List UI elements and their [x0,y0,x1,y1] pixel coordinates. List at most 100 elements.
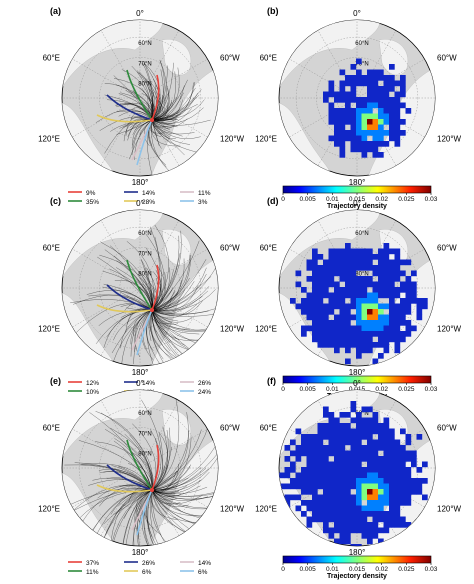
density-cell [361,124,368,131]
density-cell [394,265,401,271]
density-cell [339,292,346,299]
density-cell [306,309,313,315]
density-cell [372,309,379,315]
density-cell [394,113,401,120]
density-cell [389,97,395,103]
density-cell [312,309,318,315]
density-cell [394,456,401,462]
density-cell [350,119,357,125]
density-cell [356,97,362,103]
density-cell [339,500,346,506]
lon-label-right-f: 60°W [437,424,457,433]
trajectory-line [103,283,153,311]
trajectory-line [151,273,207,311]
cluster-mean-path [96,114,153,123]
trajectory-line [143,62,161,121]
density-cell [367,331,373,337]
density-cell [389,320,395,326]
density-cell [361,483,368,490]
density-cell [416,489,423,495]
density-cell [405,303,412,310]
panel-label-b: (b) [267,6,279,16]
density-cell [317,434,324,440]
trajectory-line [130,309,153,357]
density-cell [284,483,291,490]
density-cell [328,80,335,87]
density-cell [389,119,395,125]
density-cell [400,303,406,310]
lon-label-lower-right-c: 120°W [220,325,245,334]
trajectory-line [73,303,153,336]
density-cell [372,80,379,87]
density-cell [328,500,335,506]
trajectory-line [151,309,218,332]
density-cell [339,461,346,468]
density-cell [317,287,324,293]
density-cell [339,287,346,293]
density-cell [378,320,384,326]
density-cell [372,135,379,142]
density-cell [372,75,379,81]
density-cell [378,494,384,501]
density-cell [317,461,324,468]
density-cell [367,456,373,462]
density-cell [328,331,335,337]
density-cell [389,80,395,87]
density-cell [345,478,351,484]
density-cell [345,527,351,534]
colorbar-tick-label: 0.005 [300,386,317,393]
density-cell [378,281,384,288]
density-cell [312,450,318,457]
density-cell [389,489,395,495]
density-cell [350,292,357,299]
density-cell [328,445,335,451]
density-cell [394,270,401,277]
density-cell [312,331,318,337]
density-cell [400,428,406,435]
density-cell [378,342,384,348]
panel-label-a: (a) [50,6,61,16]
density-cell [372,254,379,260]
density-cell [350,456,357,462]
density-cell [400,259,406,266]
density-cell [334,248,340,255]
density-cell [339,259,346,266]
density-cell [372,119,379,125]
density-cell [339,439,346,446]
density-cell [361,522,368,528]
colorbar-tick-label: 0.02 [375,386,388,393]
lon-label-top-b: 0° [353,9,361,18]
density-cell [372,270,379,277]
density-cell [312,265,318,271]
density-cell [383,141,390,147]
density-cell [356,69,362,76]
density-cell [389,113,395,120]
density-cell [383,130,390,136]
density-cell [400,494,406,501]
colorbar-tick-label: 0 [281,196,285,203]
colorbar-tick-label: 0.015 [349,566,366,573]
density-cell [367,102,373,109]
trajectory-line [151,62,174,121]
density-cell [356,423,362,429]
density-cell [290,298,296,304]
density-cell [389,478,395,484]
density-cell [345,342,351,348]
density-cell [422,461,428,468]
density-cell [339,141,346,147]
density-cell [383,287,390,293]
lon-label-bottom-a: 180° [132,178,149,187]
legend-label: 26% [198,380,211,387]
trajectory-line [151,79,188,121]
trajectory-line [124,433,153,491]
density-cell [323,527,329,534]
density-cell [317,331,324,337]
density-cell [389,287,395,293]
density-cell [339,303,346,310]
density-cell [372,533,379,539]
density-cell [334,259,340,266]
density-cell [378,483,384,490]
colorbar-tick-label: 0.01 [326,386,339,393]
density-cell [400,489,406,495]
trajectory-line [130,309,153,345]
